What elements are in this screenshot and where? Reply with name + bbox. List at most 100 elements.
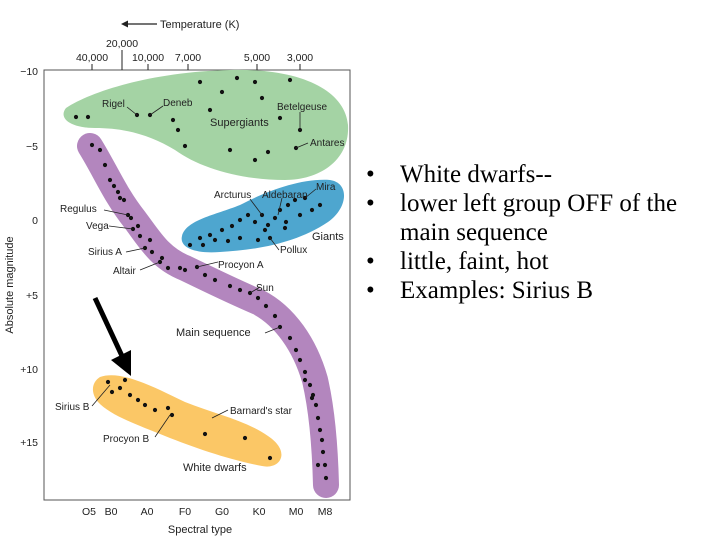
bullet-item: Examples: Sirius B <box>366 276 716 305</box>
star-dot <box>227 283 233 289</box>
bullet-item: White dwarfs-- <box>366 160 716 189</box>
star-dot <box>111 183 117 189</box>
star-dot <box>127 392 133 398</box>
star-dot <box>245 212 251 218</box>
top-axis-tick: 10,000 <box>132 52 164 64</box>
star-dot <box>297 357 303 363</box>
star-dot <box>225 238 231 244</box>
star-label-sirius-b: Sirius B <box>55 402 90 413</box>
star-dot <box>202 431 208 437</box>
star-dot <box>262 227 268 233</box>
star-dot <box>219 89 225 95</box>
top-axis-tick: 40,000 <box>76 52 108 64</box>
star-dot <box>322 462 328 468</box>
star-dot <box>287 335 293 341</box>
star-dot <box>197 79 203 85</box>
star-dot <box>320 449 326 455</box>
star-dot <box>315 415 321 421</box>
star-label-betelgeuse: Betelgeuse <box>277 102 327 113</box>
star-dot <box>283 219 289 225</box>
star-dot <box>282 225 288 231</box>
star-label-barnards-star: Barnard's star <box>230 406 293 417</box>
star-dot <box>105 379 111 385</box>
star-label-antares: Antares <box>310 138 344 149</box>
star-dot <box>313 402 319 408</box>
star-dot <box>117 195 123 201</box>
bullet-item: little, faint, hot <box>366 247 716 276</box>
star-dot <box>252 79 258 85</box>
star-dot <box>237 217 243 223</box>
star-dot <box>319 437 325 443</box>
x-axis-tick: O5 <box>82 506 96 518</box>
star-dot <box>265 149 271 155</box>
star-dot <box>207 107 213 113</box>
star-dot <box>265 222 271 228</box>
star-dot <box>267 455 273 461</box>
top-axis-tick: 20,000 <box>106 38 138 50</box>
star-dot <box>317 202 323 208</box>
star-dot <box>234 75 240 81</box>
main-sequence-label: Main sequence <box>176 327 251 339</box>
star-label-aldebaran: Aldebaran <box>262 190 308 201</box>
star-dot <box>309 395 315 401</box>
star-dot <box>142 402 148 408</box>
star-dot <box>259 95 265 101</box>
star-dot <box>252 219 258 225</box>
star-dot <box>307 382 313 388</box>
star-label-vega: Vega <box>86 221 109 232</box>
star-label-pollux: Pollux <box>280 245 307 256</box>
star-dot <box>109 389 115 395</box>
star-dot <box>255 237 261 243</box>
star-dot <box>323 475 329 481</box>
white-dwarfs-region <box>92 375 282 467</box>
x-axis-tick: M0 <box>289 506 304 518</box>
star-dot <box>219 227 225 233</box>
y-axis-tick: 0 <box>32 215 38 227</box>
star-dot <box>212 237 218 243</box>
y-axis-tick: −10 <box>20 66 38 78</box>
y-axis: Absolute magnitude −10 −5 0 +5 +10 +15 <box>4 66 38 449</box>
star-dot <box>237 235 243 241</box>
star-dot <box>85 114 91 120</box>
star-dot <box>317 427 323 433</box>
top-axis-tick: 3,000 <box>287 52 313 64</box>
white-dwarfs-label: White dwarfs <box>183 462 247 474</box>
star-dot <box>187 242 193 248</box>
star-dot <box>89 142 95 148</box>
star-dot <box>165 405 171 411</box>
star-dot <box>207 232 213 238</box>
y-axis-tick: +15 <box>20 437 38 449</box>
star-dot <box>182 143 188 149</box>
x-axis-tick: F0 <box>179 506 191 518</box>
star-dot <box>227 147 233 153</box>
bullet-list: White dwarfs-- lower left group OFF of t… <box>366 160 716 305</box>
star-dot <box>229 223 235 229</box>
star-dot <box>121 197 127 203</box>
star-label-procyon-b: Procyon B <box>103 434 149 445</box>
star-dot <box>293 347 299 353</box>
star-dot <box>107 177 113 183</box>
top-axis-title: Temperature (K) <box>160 19 239 31</box>
star-dot <box>315 462 321 468</box>
label-leaders <box>91 105 317 438</box>
star-label-sun: Sun <box>256 283 274 294</box>
star-dot <box>117 385 123 391</box>
y-axis-tick: −5 <box>26 141 38 153</box>
star-label-mira: Mira <box>316 182 336 193</box>
star-dot <box>159 255 165 261</box>
star-dot <box>175 127 181 133</box>
y-axis-tick: +10 <box>20 364 38 376</box>
supergiants-label: Supergiants <box>210 117 269 129</box>
star-dot <box>277 115 283 121</box>
star-dot <box>152 407 158 413</box>
star-dot <box>272 215 278 221</box>
top-axis-tick: 7,000 <box>175 52 201 64</box>
x-axis-tick: B0 <box>105 506 118 518</box>
giants-label: Giants <box>312 231 344 243</box>
star-dot <box>102 162 108 168</box>
x-axis-tick: G0 <box>215 506 229 518</box>
x-axis-tick: K0 <box>253 506 266 518</box>
star-dot <box>263 303 269 309</box>
